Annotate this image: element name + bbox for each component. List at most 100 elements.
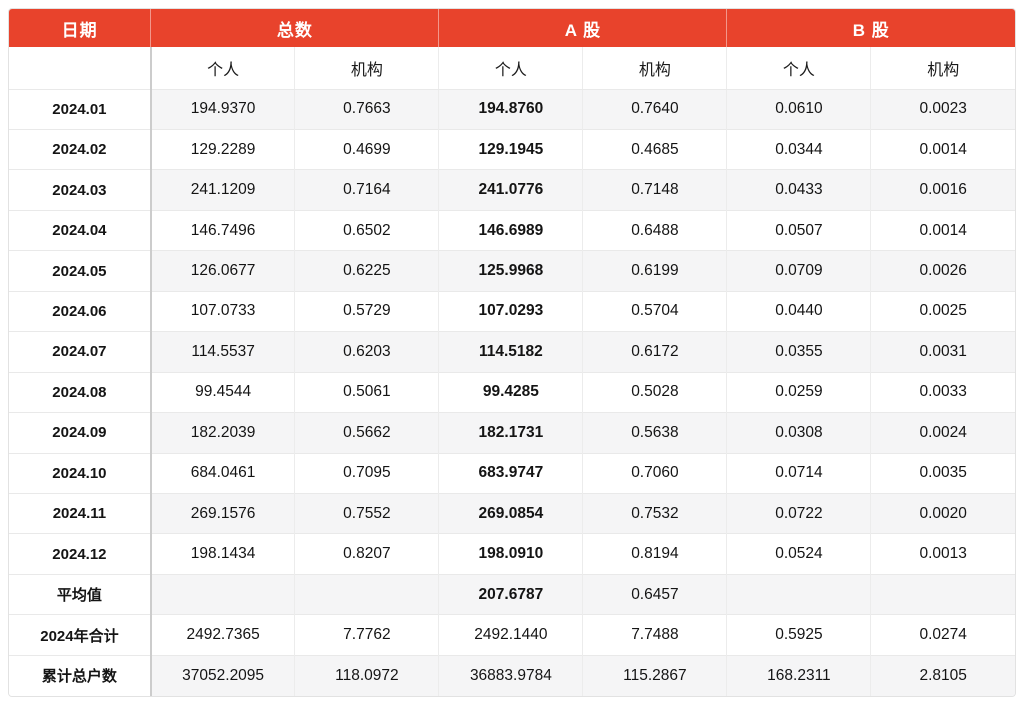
value-cell: 107.0293 — [438, 290, 584, 332]
row-label: 2024.07 — [9, 331, 152, 373]
value-cell — [726, 573, 872, 615]
value-cell: 0.0024 — [870, 412, 1015, 454]
value-cell: 2.8105 — [870, 654, 1015, 696]
value-cell: 0.6199 — [582, 250, 728, 292]
value-cell: 0.0344 — [726, 128, 872, 170]
value-cell: 0.6488 — [582, 209, 728, 251]
subheader-a-institution: 机构 — [582, 47, 728, 90]
value-cell: 99.4285 — [438, 371, 584, 413]
value-cell: 146.7496 — [150, 209, 296, 251]
subheader-b-personal: 个人 — [726, 47, 872, 90]
value-cell: 168.2311 — [726, 654, 872, 696]
value-cell — [870, 573, 1015, 615]
value-cell: 194.9370 — [150, 88, 296, 130]
value-cell: 0.5729 — [294, 290, 440, 332]
value-cell: 269.1576 — [150, 493, 296, 534]
value-cell: 0.7148 — [582, 169, 728, 211]
value-cell: 125.9968 — [438, 250, 584, 292]
row-label: 2024.06 — [9, 290, 152, 332]
value-cell: 0.5662 — [294, 412, 440, 454]
table-row: 2024.10 684.0461 0.7095 683.9747 0.7060 0.071… — [9, 452, 1015, 494]
row-label: 2024.10 — [9, 452, 152, 494]
value-cell: 0.7060 — [582, 452, 728, 494]
row-label: 2024.09 — [9, 412, 152, 454]
table-row: 2024.04 146.7496 0.6502 146.6989 0.6488 0.050… — [9, 209, 1015, 251]
value-cell: 0.0013 — [870, 533, 1015, 575]
value-cell: 194.8760 — [438, 88, 584, 130]
value-cell: 0.6502 — [294, 209, 440, 251]
row-label: 2024.03 — [9, 169, 152, 211]
value-cell — [294, 573, 440, 615]
value-cell: 0.0610 — [726, 88, 872, 130]
value-cell: 0.0355 — [726, 331, 872, 373]
row-label: 2024.01 — [9, 88, 152, 130]
row-label: 平均值 — [9, 573, 152, 615]
header-group-total: 总数 — [150, 9, 440, 47]
value-cell: 0.5638 — [582, 412, 728, 454]
value-cell: 0.8207 — [294, 533, 440, 575]
value-cell: 0.7164 — [294, 169, 440, 211]
value-cell: 0.6203 — [294, 331, 440, 373]
value-cell: 0.0014 — [870, 128, 1015, 170]
value-cell: 0.0709 — [726, 250, 872, 292]
value-cell: 0.0274 — [870, 614, 1015, 656]
value-cell: 0.0025 — [870, 290, 1015, 332]
value-cell: 0.6172 — [582, 331, 728, 373]
row-label: 2024.08 — [9, 371, 152, 413]
table-row: 2024.03 241.1209 0.7164 241.0776 0.7148 0.043… — [9, 169, 1015, 211]
table-row: 2024.08 99.4544 0.5061 99.4285 0.5028 0.0259 0… — [9, 371, 1015, 413]
value-cell: 0.0524 — [726, 533, 872, 575]
data-table: 日期 总数 A 股 B 股 个人 机构 个人 机构 个人 机构 2024.01 1… — [9, 9, 1015, 696]
value-cell: 0.5028 — [582, 371, 728, 413]
value-cell: 0.7532 — [582, 493, 728, 534]
value-cell: 7.7762 — [294, 614, 440, 656]
subheader-spacer — [9, 47, 152, 90]
value-cell: 684.0461 — [150, 452, 296, 494]
value-cell: 0.0023 — [870, 88, 1015, 130]
value-cell: 2492.7365 — [150, 614, 296, 656]
value-cell: 36883.9784 — [438, 654, 584, 696]
value-cell: 0.0507 — [726, 209, 872, 251]
value-cell: 115.2867 — [582, 654, 728, 696]
value-cell: 0.0440 — [726, 290, 872, 332]
value-cell: 0.0433 — [726, 169, 872, 211]
table-row: 2024.05 126.0677 0.6225 125.9968 0.6199 0.070… — [9, 250, 1015, 292]
table-row: 2024.12 198.1434 0.8207 198.0910 0.8194 0.052… — [9, 533, 1015, 575]
table-row: 累计总户数 37052.2095 118.0972 36883.9784 115.286… — [9, 654, 1015, 696]
value-cell: 114.5182 — [438, 331, 584, 373]
sub-header-row: 个人 机构 个人 机构 个人 机构 — [9, 47, 1015, 90]
value-cell: 0.5925 — [726, 614, 872, 656]
value-cell: 114.5537 — [150, 331, 296, 373]
row-label: 累计总户数 — [9, 654, 152, 696]
table-row: 平均值 207.6787 0.6457 — [9, 573, 1015, 615]
value-cell: 129.2289 — [150, 128, 296, 170]
value-cell: 198.0910 — [438, 533, 584, 575]
value-cell: 146.6989 — [438, 209, 584, 251]
value-cell: 0.0722 — [726, 493, 872, 534]
value-cell: 207.6787 — [438, 573, 584, 615]
table-body: 2024.01 194.9370 0.7663 194.8760 0.7640 0.061… — [9, 88, 1015, 696]
value-cell: 0.0714 — [726, 452, 872, 494]
subheader-total-institution: 机构 — [294, 47, 440, 90]
value-cell: 0.5061 — [294, 371, 440, 413]
value-cell: 0.0031 — [870, 331, 1015, 373]
value-cell: 0.5704 — [582, 290, 728, 332]
table-row: 2024.06 107.0733 0.5729 107.0293 0.5704 0.044… — [9, 290, 1015, 332]
value-cell: 0.0033 — [870, 371, 1015, 413]
header-date: 日期 — [9, 9, 152, 47]
subheader-total-personal: 个人 — [150, 47, 296, 90]
subheader-b-institution: 机构 — [870, 47, 1015, 90]
value-cell: 107.0733 — [150, 290, 296, 332]
value-cell: 0.7095 — [294, 452, 440, 494]
value-cell: 0.8194 — [582, 533, 728, 575]
table-row: 2024.07 114.5537 0.6203 114.5182 0.6172 0.035… — [9, 331, 1015, 373]
header-group-b-share: B 股 — [726, 9, 1015, 47]
value-cell: 0.7663 — [294, 88, 440, 130]
value-cell: 0.0259 — [726, 371, 872, 413]
row-label: 2024年合计 — [9, 614, 152, 656]
value-cell: 0.6225 — [294, 250, 440, 292]
value-cell: 0.0026 — [870, 250, 1015, 292]
value-cell: 2492.1440 — [438, 614, 584, 656]
value-cell: 182.1731 — [438, 412, 584, 454]
